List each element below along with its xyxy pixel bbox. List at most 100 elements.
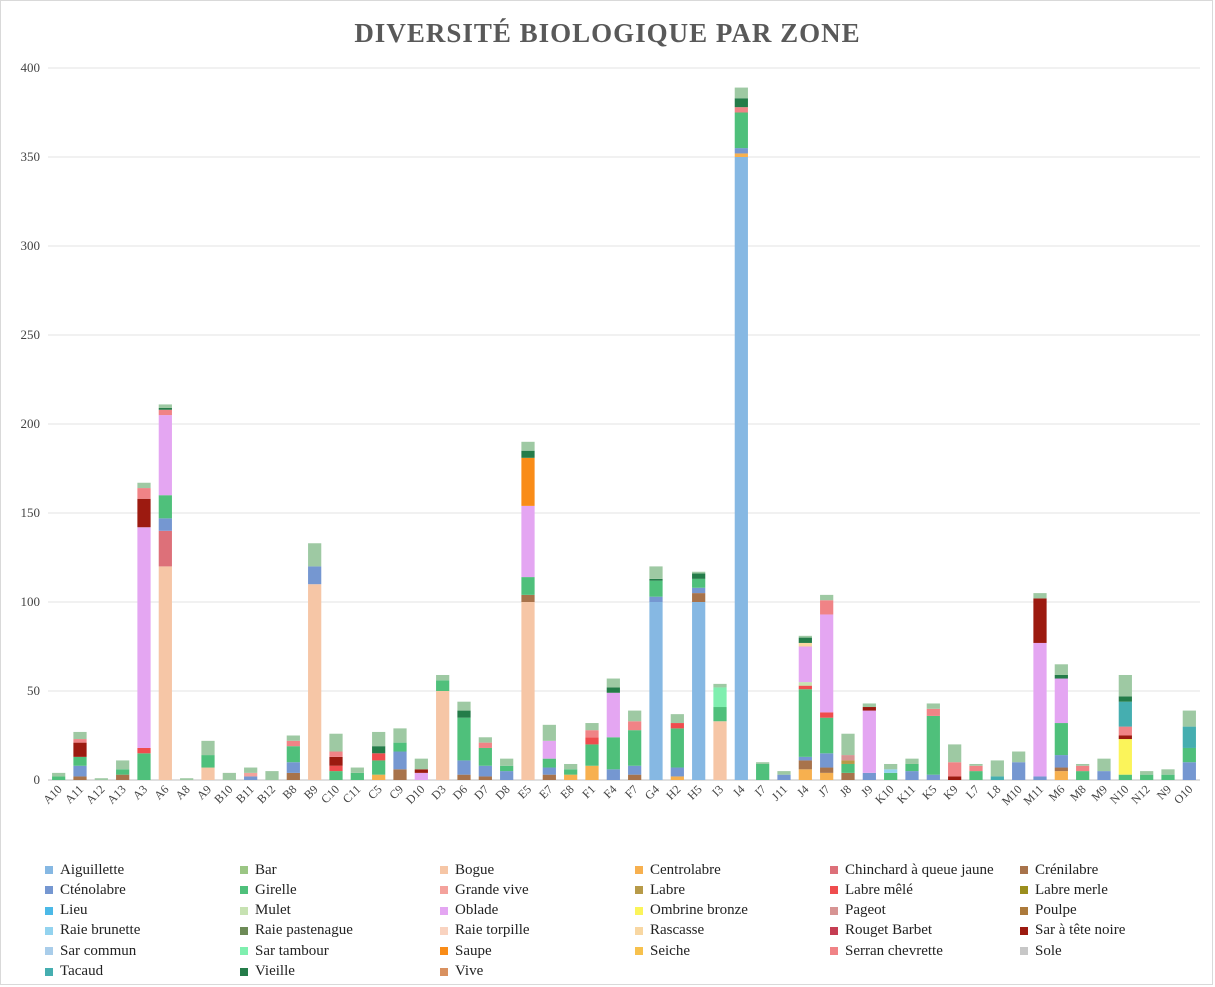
bar-segment [414, 758, 428, 770]
bar-segment [713, 707, 727, 722]
legend-label: Labre mêlé [845, 881, 913, 898]
x-tick-label: L7 [963, 782, 982, 801]
legend-label: Saupe [455, 942, 492, 959]
bar-segment [457, 701, 471, 711]
y-tick-label: 300 [21, 238, 41, 253]
legend-item: Bogue [440, 860, 494, 880]
bar-segment [798, 756, 812, 761]
bar-segment [670, 723, 684, 729]
bar-segment [777, 771, 791, 775]
bar-segment [1118, 739, 1132, 775]
bar-segment [414, 772, 428, 780]
bar-segment [521, 441, 535, 451]
legend-swatch [635, 926, 643, 935]
bar-segment [926, 715, 940, 775]
legend-label: Labre merle [1035, 881, 1108, 898]
legend-swatch [1020, 926, 1028, 935]
bar-segment [841, 733, 855, 756]
bar-segment [393, 728, 407, 743]
bar-segment [713, 721, 727, 780]
bar-segment [116, 760, 130, 770]
bar-segment [500, 771, 514, 780]
x-tick-label: M6 [1046, 782, 1068, 804]
legend-swatch [1020, 947, 1028, 956]
bar-segment [628, 721, 642, 731]
x-tick-label: H5 [685, 782, 705, 802]
bar-segment [1054, 767, 1068, 772]
bar-segment [862, 703, 876, 708]
bar-segment [606, 692, 620, 738]
y-tick-label: 250 [21, 327, 41, 342]
bar-segment [350, 772, 364, 780]
bar-segment [94, 778, 108, 780]
bar-segment [372, 731, 386, 747]
bar-segment [73, 776, 87, 780]
bar-segment [606, 678, 620, 688]
bar-segment [948, 744, 962, 763]
bar-segment [73, 765, 87, 777]
bar-segment [1097, 758, 1111, 772]
legend-item: Raie pastenague [240, 921, 353, 941]
bar-segment [564, 769, 578, 775]
x-tick-label: D8 [493, 782, 513, 802]
bar-segment [649, 602, 663, 780]
bar-segment [564, 774, 578, 780]
bar-segment [393, 742, 407, 752]
bar-segment [500, 765, 514, 772]
legend-label: Lieu [60, 902, 88, 919]
bar-segment [884, 763, 898, 770]
legend-label: Rouget Barbet [845, 922, 933, 939]
bar-segment [798, 682, 812, 686]
x-tick-label: A8 [173, 782, 193, 802]
legend-swatch [440, 886, 448, 895]
legend-item: Sole [1020, 941, 1062, 961]
legend-item: Vive [440, 962, 483, 982]
bar-segment [820, 614, 834, 713]
bar-segment [1054, 674, 1068, 679]
bar-segment [670, 776, 684, 780]
x-tick-label: D3 [429, 782, 449, 802]
x-tick-label: K9 [941, 782, 961, 802]
bar-segment [542, 724, 556, 741]
bar-segment [1118, 701, 1132, 727]
bar-segment [670, 767, 684, 777]
x-tick-label: F7 [622, 782, 641, 801]
bar-segment [457, 760, 471, 775]
y-tick-label: 100 [21, 594, 41, 609]
legend-label: Grande vive [455, 881, 529, 898]
x-tick-label: B8 [280, 782, 300, 802]
bar-segment [180, 778, 194, 780]
bar-segment [884, 769, 898, 773]
legend-item: Tacaud [45, 962, 103, 982]
legend-swatch [830, 886, 838, 895]
legend-item: Lieu [45, 901, 88, 921]
bar-segment [393, 751, 407, 770]
bar-segment [201, 740, 215, 756]
x-tick-label: J11 [769, 782, 790, 803]
legend-item: Raie brunette [45, 921, 140, 941]
bar-segment [649, 580, 663, 597]
bar-segment [884, 772, 898, 780]
x-tick-label: E8 [557, 782, 576, 801]
x-tick-label: K11 [894, 782, 918, 806]
bar-segment [692, 587, 706, 594]
bar-segment [521, 505, 535, 578]
legend-swatch [45, 906, 53, 915]
legend-item: Mulet [240, 901, 291, 921]
bar-segment [436, 674, 450, 681]
legend-label: Rascasse [650, 922, 705, 939]
legend-swatch [440, 967, 448, 976]
bar-segment [1118, 726, 1132, 736]
legend-item: Sar à tête noire [1020, 921, 1125, 941]
x-tick-label: K5 [919, 782, 939, 802]
bar-segment [1182, 747, 1196, 763]
bar-segment [713, 687, 727, 708]
bar-segment [329, 733, 343, 752]
bar-segment [1182, 762, 1196, 780]
legend-swatch [830, 906, 838, 915]
bar-segment [820, 600, 834, 615]
legend-label: Vieille [255, 963, 295, 979]
bar-segment [308, 566, 322, 585]
bar-segment [692, 602, 706, 780]
legend-item: Labre merle [1020, 880, 1108, 900]
